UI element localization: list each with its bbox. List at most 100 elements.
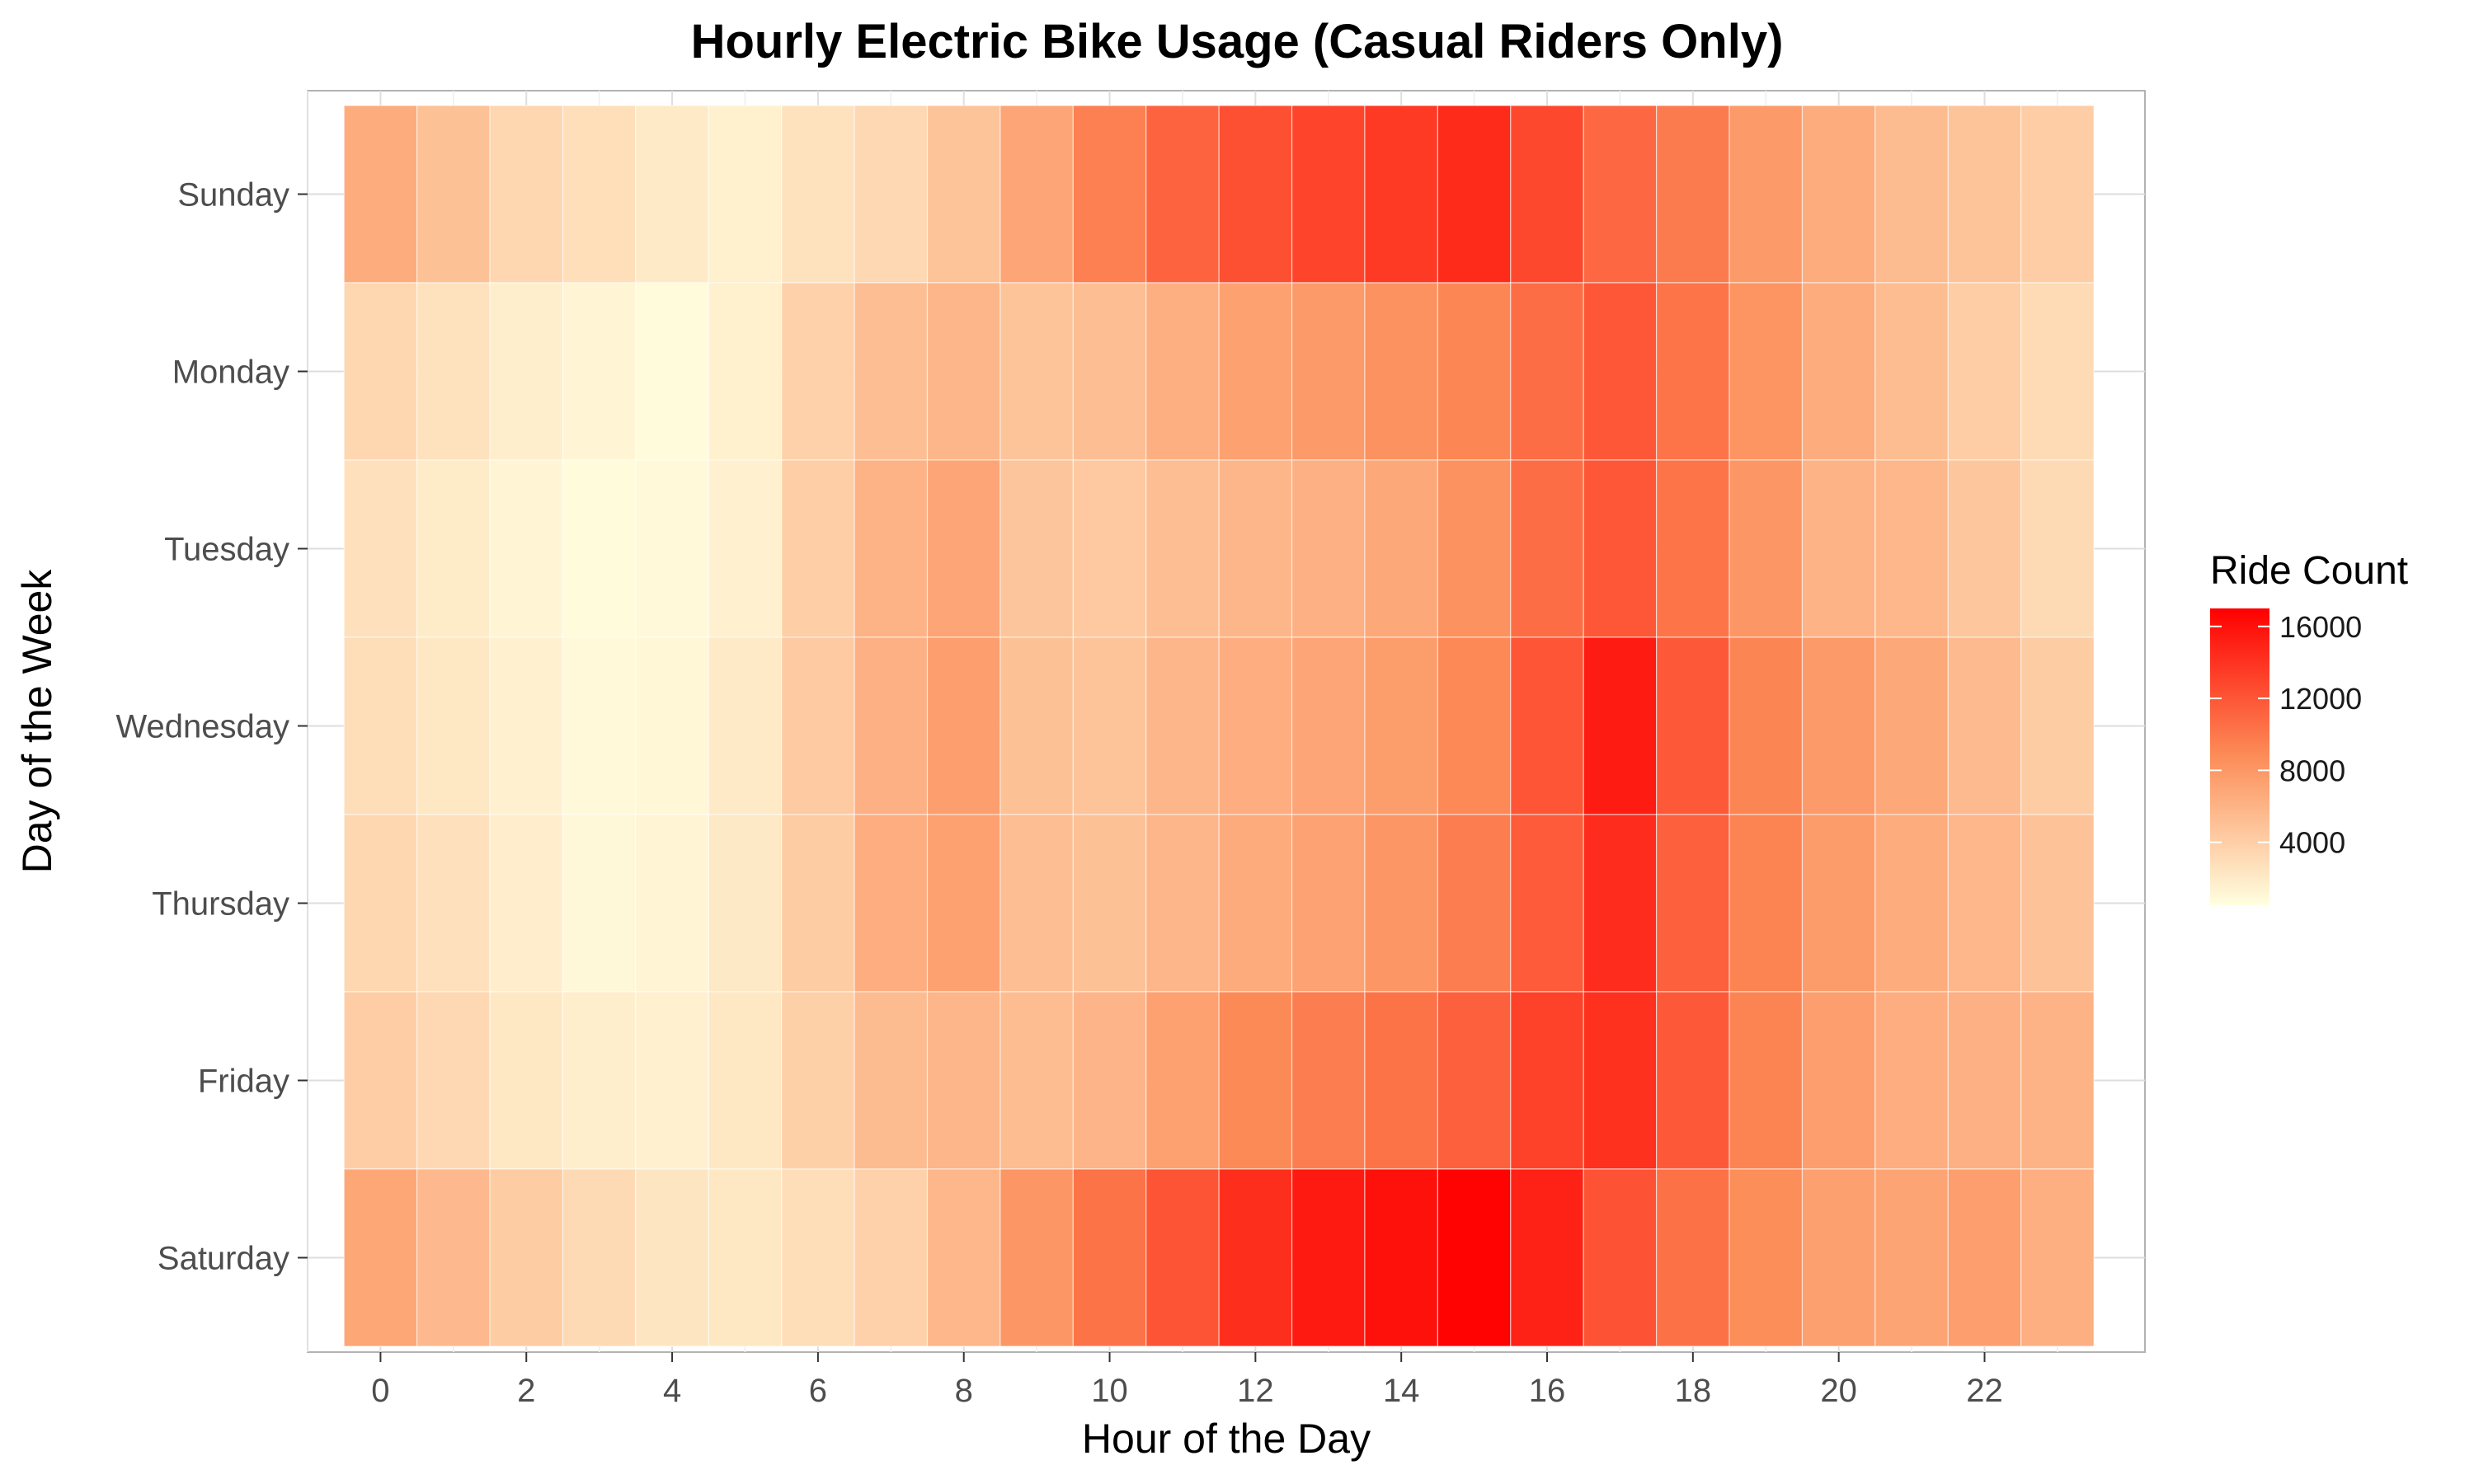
heatmap-cell: [1364, 459, 1438, 638]
heatmap-cell: [1218, 459, 1293, 638]
heatmap-cell: [1947, 105, 2022, 284]
y-tick-label: Saturday: [158, 1241, 289, 1277]
heatmap-cell: [1801, 1168, 1876, 1347]
heatmap-cell: [781, 814, 855, 993]
heatmap-cell: [1729, 1168, 1804, 1347]
heatmap-cell: [1583, 814, 1658, 993]
heatmap-cell: [1947, 814, 2022, 993]
legend-tick-label: 12000: [2279, 682, 2362, 716]
heatmap-cell: [1437, 459, 1512, 638]
heatmap-cell: [781, 282, 855, 461]
heatmap-cell: [854, 1168, 929, 1347]
heatmap-cell: [1072, 282, 1147, 461]
x-tick-label: 10: [1091, 1373, 1128, 1409]
heatmap-cell: [635, 105, 709, 284]
color-legend: Ride Count 4000 8000 12000 16000: [2210, 549, 2408, 905]
heatmap-cell: [416, 1168, 491, 1347]
heatmap-cell: [2020, 991, 2095, 1170]
heatmap-cell: [708, 459, 783, 638]
heatmap-cell: [1874, 105, 1949, 284]
heatmap-cell: [999, 459, 1074, 638]
heatmap-cell: [416, 814, 491, 993]
heatmap-cell: [1583, 636, 1658, 815]
heatmap-cell: [1801, 814, 1876, 993]
heatmap-cell: [1729, 814, 1804, 993]
heatmap-cell: [926, 991, 1001, 1170]
heatmap-cell: [1510, 459, 1584, 638]
legend-tick-label: 8000: [2279, 754, 2345, 787]
heatmap-cell: [416, 282, 491, 461]
heatmap-cell: [1291, 282, 1366, 461]
heatmap-cell: [1947, 1168, 2022, 1347]
heatmap-cell: [1145, 814, 1220, 993]
x-tick-label: 22: [1966, 1373, 2003, 1409]
heatmap-cell: [1729, 105, 1804, 284]
heatmap-cell: [1072, 459, 1147, 638]
heatmap-cell: [343, 814, 418, 993]
legend-title: Ride Count: [2210, 549, 2408, 593]
heatmap-cell: [489, 814, 564, 993]
heatmap-cell: [1291, 459, 1366, 638]
heatmap-cell: [1072, 814, 1147, 993]
heatmap-cell: [416, 991, 491, 1170]
heatmap-cell: [2020, 282, 2095, 461]
heatmap-cell: [635, 814, 709, 993]
heatmap-cell: [635, 636, 709, 815]
heatmap-cell: [1656, 814, 1730, 993]
heatmap-cell: [1218, 1168, 1293, 1347]
heatmap-cell: [1583, 282, 1658, 461]
heatmap-cell: [1291, 1168, 1366, 1347]
heatmap-cell: [1218, 105, 1293, 284]
heatmap-cell: [1656, 636, 1730, 815]
heatmap-cell: [1583, 459, 1658, 638]
y-tick-label: Friday: [198, 1064, 289, 1100]
y-tick-label: Monday: [172, 355, 289, 391]
heatmap-cell: [1947, 991, 2022, 1170]
heatmap-cell: [999, 282, 1074, 461]
heatmap-cell: [708, 105, 783, 284]
heatmap-cell: [1874, 991, 1949, 1170]
heatmap-cell: [708, 814, 783, 993]
axes: 0 2 4 6 8 10 12 14 16 18 20 22 Sunday Monday Tuesday We…: [115, 177, 2002, 1410]
x-tick-label: 4: [663, 1373, 681, 1409]
heatmap-cell: [562, 814, 637, 993]
x-tick-label: 6: [809, 1373, 827, 1409]
heatmap-cell: [1801, 459, 1876, 638]
heatmap-cell: [1291, 636, 1366, 815]
heatmap-cell: [999, 991, 1074, 1170]
heatmap-cell: [1145, 282, 1220, 461]
x-tick-label: 2: [517, 1373, 535, 1409]
heatmap-cell: [1145, 459, 1220, 638]
heatmap-cell: [854, 105, 929, 284]
heatmap-cell: [1510, 1168, 1584, 1347]
legend-colorbar: [2210, 608, 2269, 905]
heatmap-cell: [1072, 105, 1147, 284]
heatmap-cell: [562, 1168, 637, 1347]
heatmap-cell: [343, 1168, 418, 1347]
heatmap-cell: [635, 282, 709, 461]
heatmap-cell: [1145, 991, 1220, 1170]
heatmap-cell: [1656, 282, 1730, 461]
heatmap-cell: [1656, 1168, 1730, 1347]
heatmap-cell: [926, 1168, 1001, 1347]
heatmap-cell: [1218, 991, 1293, 1170]
heatmap-cell: [1729, 282, 1804, 461]
heatmap-cell: [1510, 105, 1584, 284]
heatmap-cell: [343, 282, 418, 461]
heatmap-cell: [1874, 282, 1949, 461]
heatmap-cell: [1801, 991, 1876, 1170]
heatmap-cell: [489, 459, 564, 638]
heatmap-cell: [1218, 282, 1293, 461]
heatmap-cell: [1291, 991, 1366, 1170]
heatmap-cell: [343, 105, 418, 284]
heatmap-cell: [1729, 991, 1804, 1170]
heatmap-cell: [1364, 282, 1438, 461]
heatmap-cell: [854, 814, 929, 993]
heatmap-cell: [854, 459, 929, 638]
heatmap-cell: [562, 105, 637, 284]
heatmap-cell: [1364, 1168, 1438, 1347]
x-tick-label: 20: [1820, 1373, 1857, 1409]
heatmap-cell: [854, 282, 929, 461]
heatmap-cell: [999, 814, 1074, 993]
x-tick-label: 18: [1675, 1373, 1712, 1409]
